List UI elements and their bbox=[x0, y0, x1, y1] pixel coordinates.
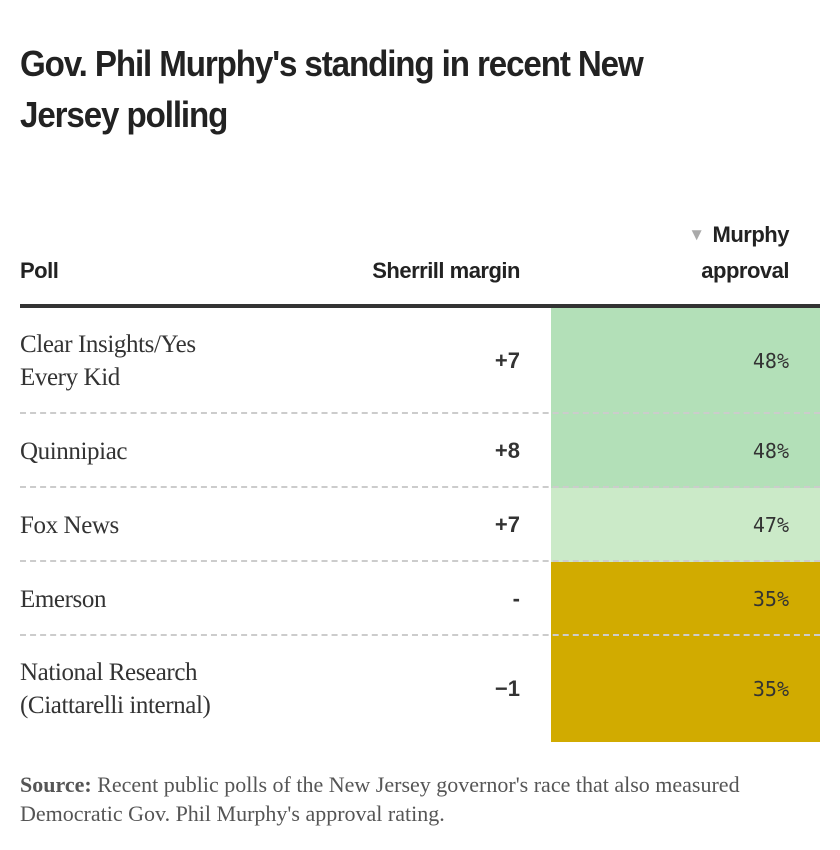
poll-name: Emerson bbox=[20, 562, 106, 636]
source-note: Source: Recent public polls of the New J… bbox=[20, 770, 810, 828]
poll-name-line1: Emerson bbox=[20, 585, 107, 613]
table-row: 35% Emerson - bbox=[20, 562, 820, 636]
column-header-margin[interactable]: Sherrill margin bbox=[372, 258, 520, 283]
margin-value: +7 bbox=[494, 512, 520, 537]
approval-value: 48% bbox=[752, 439, 789, 463]
approval-value: 47% bbox=[752, 513, 789, 537]
table-row: 48% Clear Insights/Yes Every Kid +7 bbox=[20, 308, 820, 414]
poll-name-line2: (Ciattarelli internal) bbox=[20, 692, 211, 719]
approval-cell: 48% bbox=[551, 414, 820, 488]
header-rule bbox=[20, 304, 820, 308]
margin-value: - bbox=[512, 586, 520, 611]
approval-cell: 35% bbox=[551, 562, 820, 636]
approval-value: 35% bbox=[752, 587, 789, 611]
poll-name: Clear Insights/Yes Every Kid bbox=[20, 308, 196, 414]
approval-value: 48% bbox=[752, 349, 789, 373]
poll-name-line1: Fox News bbox=[20, 511, 119, 539]
table-row: 35% National Research (Ciattarelli interna… bbox=[20, 636, 820, 742]
table-header: Poll Sherrill margin ▼ Murphy approval bbox=[20, 218, 820, 306]
poll-name-line1: Quinnipiac bbox=[20, 437, 128, 465]
column-header-approval[interactable]: ▼ Murphy approval bbox=[688, 218, 789, 288]
column-header-approval-line2: approval bbox=[701, 258, 789, 283]
poll-name-line2: Every Kid bbox=[20, 364, 120, 391]
column-header-poll[interactable]: Poll bbox=[20, 258, 59, 283]
poll-name-line1: Clear Insights/Yes bbox=[20, 331, 196, 358]
column-header-approval-line1: Murphy bbox=[712, 222, 790, 247]
approval-cell: 47% bbox=[551, 488, 820, 562]
triangle-down-icon: ▼ bbox=[688, 225, 705, 244]
poll-name: Quinnipiac bbox=[20, 414, 127, 488]
margin-value: −1 bbox=[494, 676, 520, 701]
table-body: 48% Clear Insights/Yes Every Kid +7 48% Quinn… bbox=[20, 308, 820, 742]
table-row: 48% Quinnipiac +8 bbox=[20, 414, 820, 488]
poll-name: National Research (Ciattarelli internal) bbox=[20, 636, 211, 742]
approval-value: 35% bbox=[752, 677, 789, 701]
approval-cell: 48% bbox=[551, 308, 820, 414]
source-text: Recent public polls of the New Jersey go… bbox=[20, 772, 740, 826]
table-row: 47% Fox News +7 bbox=[20, 488, 820, 562]
margin-value: +8 bbox=[494, 438, 520, 463]
source-label: Source: bbox=[20, 772, 92, 797]
margin-value: +7 bbox=[494, 348, 520, 373]
approval-cell: 35% bbox=[551, 636, 820, 742]
poll-name: Fox News bbox=[20, 488, 119, 562]
poll-name-line1: National Research bbox=[20, 659, 198, 686]
chart-title: Gov. Phil Murphy's standing in recent Ne… bbox=[20, 43, 644, 135]
